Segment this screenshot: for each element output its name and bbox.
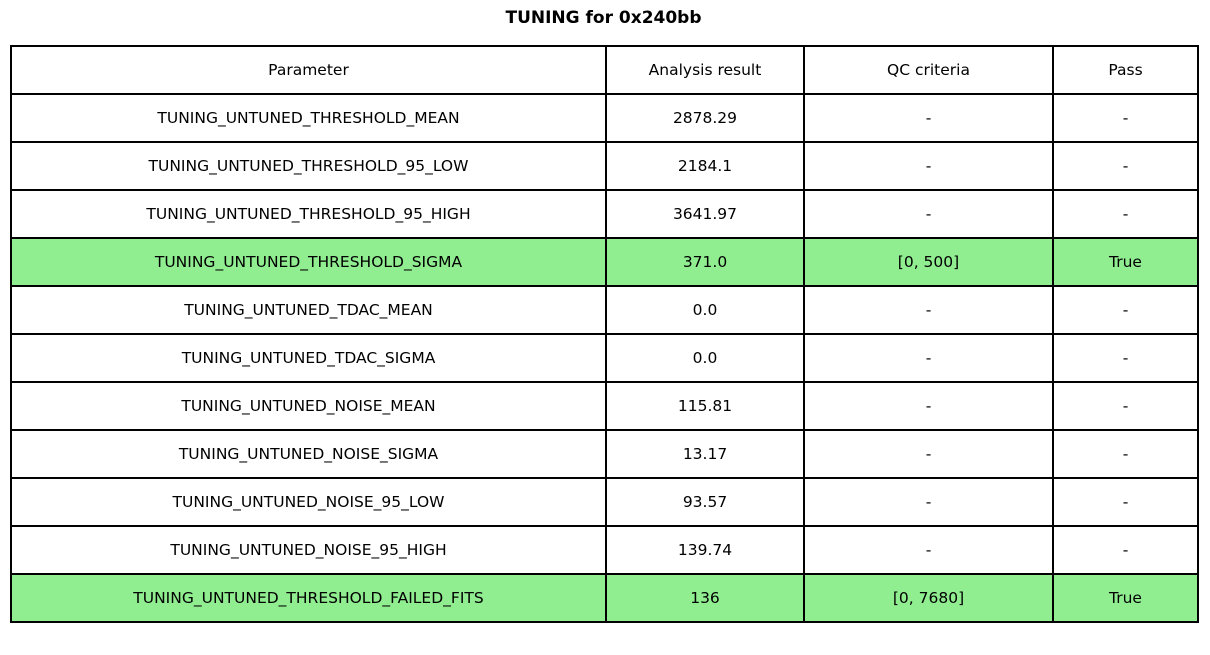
table-row: TUNING_UNTUNED_NOISE_MEAN 115.81- - [10, 381, 1199, 431]
qc-criteria-cell: - [803, 141, 1054, 191]
param-cell: TUNING_UNTUNED_NOISE_95_HIGH [10, 525, 607, 575]
qc-criteria-cell: - [803, 477, 1054, 527]
result-cell: 371.0 [605, 237, 805, 287]
pass-cell: True [1052, 237, 1199, 287]
param-cell: TUNING_UNTUNED_TDAC_MEAN [10, 285, 607, 335]
pass-cell: - [1052, 141, 1199, 191]
qc-criteria-cell: [0, 7680] [803, 573, 1054, 623]
result-cell: 13.17 [605, 429, 805, 479]
qc-criteria-cell: - [803, 333, 1054, 383]
result-cell: 0.0 [605, 285, 805, 335]
result-cell: 115.81 [605, 381, 805, 431]
table-row: TUNING_UNTUNED_THRESHOLD_FAILED_FITS 136[… [10, 573, 1199, 623]
qc-criteria-cell: - [803, 189, 1054, 239]
table-row: TUNING_UNTUNED_THRESHOLD_SIGMA 371.0 [0, 5… [10, 237, 1199, 287]
result-cell: 3641.97 [605, 189, 805, 239]
table-row: TUNING_UNTUNED_TDAC_SIGMA 0.0- - [10, 333, 1199, 383]
param-cell: TUNING_UNTUNED_TDAC_SIGMA [10, 333, 607, 383]
table-row: TUNING_UNTUNED_NOISE_SIGMA 13.17- - [10, 429, 1199, 479]
qc-criteria-cell: [0, 500] [803, 237, 1054, 287]
result-cell: 136 [605, 573, 805, 623]
pass-cell: - [1052, 477, 1199, 527]
table-row: TUNING_UNTUNED_THRESHOLD_MEAN 2878.29- - [10, 93, 1199, 143]
result-cell: 2878.29 [605, 93, 805, 143]
pass-cell: - [1052, 285, 1199, 335]
chart-title: TUNING for 0x240bb [505, 8, 702, 28]
qc-criteria-cell: - [803, 285, 1054, 335]
param-cell: TUNING_UNTUNED_THRESHOLD_SIGMA [10, 237, 607, 287]
qc-criteria-cell: - [803, 381, 1054, 431]
column-header: QC criteria [803, 45, 1054, 95]
result-cell: 93.57 [605, 477, 805, 527]
pass-cell: - [1052, 429, 1199, 479]
qc-results-table: Parameter Analysis result QC criteria Pass … [10, 45, 1199, 623]
column-header: Analysis result [605, 45, 805, 95]
column-header: Pass [1052, 45, 1199, 95]
param-cell: TUNING_UNTUNED_THRESHOLD_95_HIGH [10, 189, 607, 239]
result-cell: 2184.1 [605, 141, 805, 191]
header-row: Parameter Analysis result QC criteria Pass [10, 45, 1199, 95]
param-cell: TUNING_UNTUNED_THRESHOLD_95_LOW [10, 141, 607, 191]
param-cell: TUNING_UNTUNED_NOISE_SIGMA [10, 429, 607, 479]
table-body: TUNING_UNTUNED_THRESHOLD_MEAN 2878.29- - TU… [10, 93, 1199, 623]
table-row: TUNING_UNTUNED_THRESHOLD_95_HIGH 3641.97-… [10, 189, 1199, 239]
qc-criteria-cell: - [803, 525, 1054, 575]
pass-cell: - [1052, 333, 1199, 383]
param-cell: TUNING_UNTUNED_NOISE_95_LOW [10, 477, 607, 527]
pass-cell: - [1052, 93, 1199, 143]
qc-criteria-cell: - [803, 429, 1054, 479]
table-row: TUNING_UNTUNED_NOISE_95_LOW 93.57- - [10, 477, 1199, 527]
param-cell: TUNING_UNTUNED_THRESHOLD_MEAN [10, 93, 607, 143]
pass-cell: True [1052, 573, 1199, 623]
pass-cell: - [1052, 189, 1199, 239]
pass-cell: - [1052, 525, 1199, 575]
pass-cell: - [1052, 381, 1199, 431]
column-header: Parameter [10, 45, 607, 95]
table-row: TUNING_UNTUNED_TDAC_MEAN 0.0- - [10, 285, 1199, 335]
result-cell: 139.74 [605, 525, 805, 575]
table-row: TUNING_UNTUNED_THRESHOLD_95_LOW 2184.1- - [10, 141, 1199, 191]
result-cell: 0.0 [605, 333, 805, 383]
param-cell: TUNING_UNTUNED_THRESHOLD_FAILED_FITS [10, 573, 607, 623]
param-cell: TUNING_UNTUNED_NOISE_MEAN [10, 381, 607, 431]
table-row: TUNING_UNTUNED_NOISE_95_HIGH 139.74- - [10, 525, 1199, 575]
qc-criteria-cell: - [803, 93, 1054, 143]
